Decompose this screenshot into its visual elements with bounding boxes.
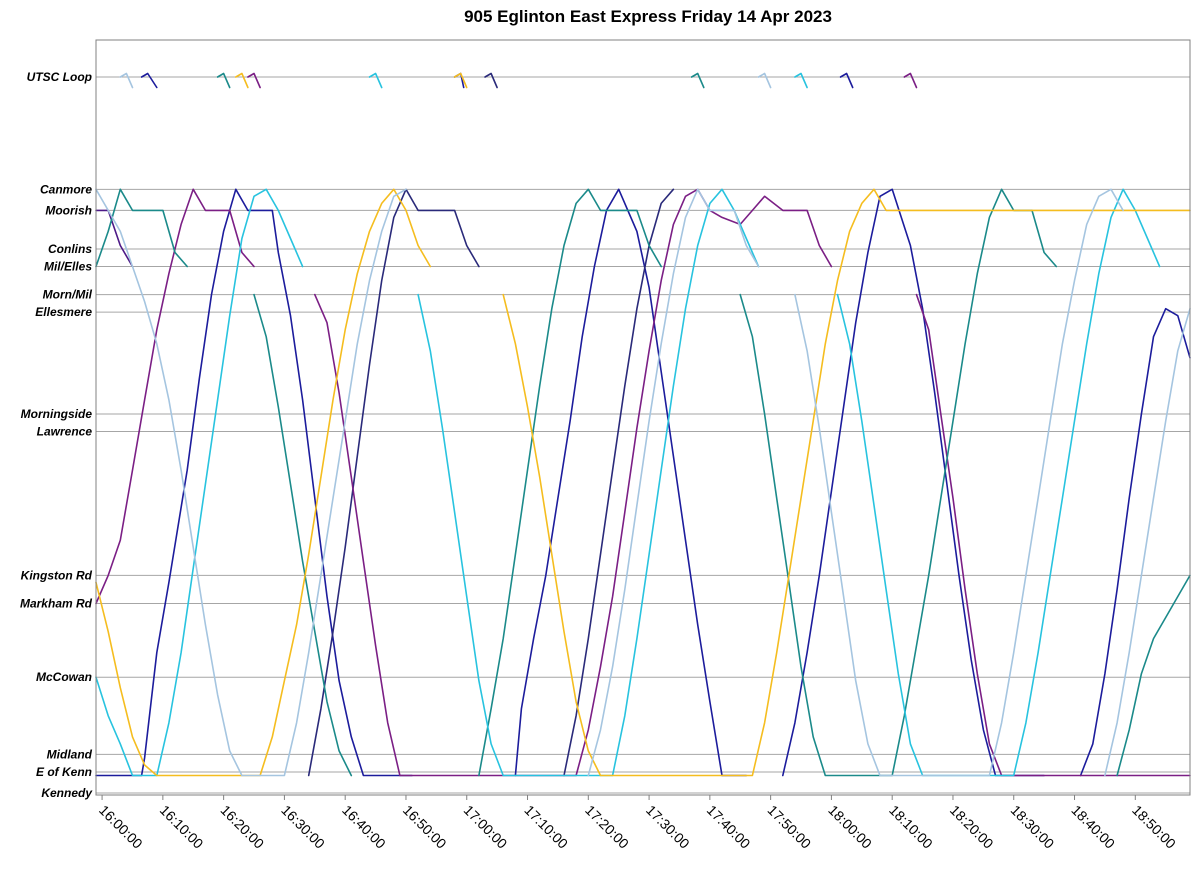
trip-line-24	[368, 72, 383, 89]
trip-line-30	[502, 188, 1191, 777]
trip-line-37	[1104, 307, 1191, 777]
time-tick-label: 17:10:00	[521, 802, 571, 852]
trip-line-21	[739, 188, 1058, 777]
time-tick-label: 17:50:00	[765, 802, 815, 852]
plot-area-frame	[95, 39, 1191, 796]
stop-label: Morn/Mil	[43, 288, 93, 302]
time-tick-label: 16:10:00	[157, 802, 207, 852]
trip-line-12	[247, 72, 261, 89]
time-axis: 16:00:00 16:10:00 16:20:00 16:30:00 16:40:00…	[96, 795, 1179, 852]
trip-line-35	[757, 72, 772, 89]
stop-label: Morningside	[21, 407, 93, 421]
gridlines	[96, 76, 1190, 794]
trip-line-34	[587, 188, 760, 777]
trip-line-29	[453, 72, 468, 89]
stop-label: UTSC Loop	[27, 70, 92, 84]
trip-line-11	[95, 188, 255, 605]
time-tick-label: 17:20:00	[582, 802, 632, 852]
stop-labels: UTSC Loop Canmore Moorish Conlins Mil/Elles M…	[20, 70, 93, 800]
trip-line-13	[313, 188, 833, 777]
time-tick-label: 16:40:00	[339, 802, 389, 852]
time-tick-label: 16:50:00	[400, 802, 450, 852]
trip-line-10	[563, 188, 675, 777]
trip-line-17	[216, 72, 231, 89]
time-tick-label: 18:40:00	[1068, 802, 1118, 852]
trip-line-7	[95, 209, 134, 268]
trip-line-22	[1116, 574, 1191, 777]
trip-line-3	[514, 188, 748, 777]
trip-line-15	[915, 293, 1191, 777]
stop-label: Lawrence	[37, 425, 93, 439]
trip-line-19	[478, 188, 663, 777]
trip-line-0	[95, 188, 413, 777]
time-tick-label: 17:00:00	[461, 802, 511, 852]
trip-lines	[95, 72, 1191, 777]
stop-label: Conlins	[48, 242, 92, 256]
trip-line-16	[95, 188, 188, 268]
trip-line-32	[95, 188, 407, 777]
stop-label: Moorish	[45, 203, 92, 217]
time-tick-label: 17:30:00	[643, 802, 693, 852]
stop-label: Mil/Elles	[44, 260, 92, 274]
trip-line-27	[836, 188, 1161, 777]
trip-line-28	[95, 188, 432, 777]
trip-line-18	[253, 293, 353, 777]
time-tick-label: 18:20:00	[947, 802, 997, 852]
trip-line-9	[484, 72, 498, 89]
time-tick-label: 18:50:00	[1129, 802, 1179, 852]
stop-label: Markham Rd	[20, 597, 93, 611]
trip-line-26	[794, 72, 808, 89]
stop-label: Midland	[47, 747, 93, 761]
stop-label: Canmore	[40, 182, 92, 196]
stop-label: E of Kenn	[36, 765, 92, 779]
trip-line-23	[95, 188, 304, 777]
trip-line-33	[119, 72, 134, 89]
trip-line-25	[417, 188, 760, 777]
time-tick-label: 16:20:00	[218, 802, 268, 852]
time-tick-label: 16:30:00	[278, 802, 328, 852]
trip-line-14	[903, 72, 918, 89]
time-tick-label: 18:30:00	[1008, 802, 1058, 852]
chart-title: 905 Eglinton East Express Friday 14 Apr …	[464, 7, 832, 26]
trip-line-36	[794, 188, 1124, 777]
trip-line-8	[307, 188, 480, 777]
trip-line-5	[839, 72, 854, 89]
trip-line-20	[690, 72, 705, 89]
time-tick-label: 18:00:00	[825, 802, 875, 852]
time-tick-label: 18:10:00	[886, 802, 936, 852]
time-tick-label: 17:40:00	[704, 802, 754, 852]
trip-line-4	[781, 188, 1045, 777]
stop-label: McCowan	[36, 670, 92, 684]
time-tick-label: 16:00:00	[96, 802, 146, 852]
trip-line-1	[140, 72, 158, 89]
stop-label: Kennedy	[41, 786, 93, 800]
trip-line-31	[235, 72, 249, 89]
stop-label: Kingston Rd	[21, 568, 93, 582]
stop-label: Ellesmere	[35, 305, 92, 319]
trip-line-6	[1079, 307, 1191, 777]
